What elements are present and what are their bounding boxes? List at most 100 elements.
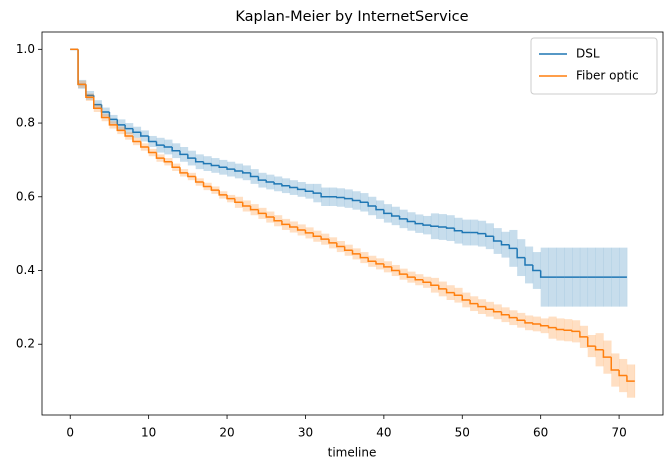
y-tick-label: 0.2 <box>16 337 35 351</box>
survival-step <box>359 200 369 204</box>
survival-step <box>586 336 596 347</box>
survival-step <box>273 182 282 185</box>
survival-step <box>147 135 157 143</box>
survival-step <box>532 264 541 272</box>
survival-step <box>179 150 188 156</box>
survival-step <box>202 161 212 165</box>
survival-step <box>93 97 102 110</box>
survival-step <box>422 279 431 284</box>
survival-step <box>336 196 345 199</box>
survival-step <box>179 167 188 174</box>
legend-box <box>530 37 658 95</box>
survival-step <box>438 226 447 228</box>
survival-step <box>249 205 259 211</box>
survival-step <box>281 220 290 226</box>
survival-step <box>383 209 392 215</box>
x-tick-label: 0 <box>66 426 74 440</box>
survival-step <box>445 288 455 294</box>
survival-step <box>430 282 439 286</box>
survival-step <box>100 108 110 119</box>
survival-step <box>312 191 322 194</box>
axes-frame <box>41 31 664 416</box>
survival-step <box>555 327 565 331</box>
survival-step <box>312 232 322 237</box>
survival-step <box>367 202 377 207</box>
survival-step <box>626 375 635 382</box>
survival-step <box>132 135 141 143</box>
x-axis-label: timeline <box>328 446 377 460</box>
survival-step <box>453 292 463 296</box>
survival-step <box>241 202 251 207</box>
x-tick-label: 40 <box>376 426 391 440</box>
survival-step <box>281 183 290 187</box>
survival-step <box>226 194 235 200</box>
survival-step <box>563 329 573 331</box>
survival-step <box>336 242 345 248</box>
survival-step <box>124 130 133 137</box>
survival-step <box>351 198 361 202</box>
survival-step <box>140 132 149 137</box>
survival-step <box>328 239 337 244</box>
survival-step <box>210 163 220 167</box>
survival-step <box>289 185 298 189</box>
survival-step <box>398 215 408 220</box>
survival-step <box>492 309 502 313</box>
survival-step <box>265 180 275 183</box>
legend-label: DSL <box>576 47 600 61</box>
survival-step <box>257 176 267 181</box>
survival-step <box>77 49 86 86</box>
x-tick-label: 20 <box>219 426 234 440</box>
survival-step <box>108 117 118 126</box>
survival-step <box>320 236 329 240</box>
survival-step <box>414 221 424 225</box>
survival-step <box>77 49 86 86</box>
survival-step <box>140 141 149 148</box>
survival-step <box>539 270 549 278</box>
survival-step <box>257 209 267 215</box>
survival-step <box>539 323 549 327</box>
survival-step <box>594 346 604 351</box>
survival-step <box>508 244 518 250</box>
survival-step <box>202 182 212 188</box>
series-group <box>70 48 628 307</box>
chart-title: Kaplan-Meier by InternetService <box>235 9 468 25</box>
series-group <box>70 48 636 398</box>
survival-step <box>147 147 157 154</box>
survival-step <box>406 218 416 223</box>
survival-step <box>547 325 557 329</box>
survival-step <box>430 225 439 228</box>
survival-step <box>500 241 510 246</box>
survival-step <box>296 227 306 231</box>
x-tick-label: 70 <box>611 426 626 440</box>
survival-step <box>414 277 424 281</box>
survival-step <box>289 224 298 228</box>
survival-step <box>516 317 525 322</box>
survival-step <box>461 230 471 234</box>
x-tick-label: 30 <box>298 426 313 440</box>
legend-label: Fiber optic <box>576 69 639 83</box>
survival-step <box>218 165 228 169</box>
x-tick-label: 60 <box>533 426 548 440</box>
survival-step <box>383 263 392 268</box>
survival-step <box>304 229 314 234</box>
survival-step <box>249 172 259 178</box>
survival-step <box>390 266 400 272</box>
survival-step <box>343 246 353 251</box>
y-tick-label: 0.6 <box>16 189 35 203</box>
y-tick-label: 0.8 <box>16 116 35 130</box>
survival-step <box>477 303 486 308</box>
survival-step <box>469 299 478 305</box>
survival-step <box>194 176 204 183</box>
survival-step <box>375 205 384 211</box>
y-tick-label: 1.0 <box>16 42 35 56</box>
survival-step <box>485 233 494 237</box>
survival-step <box>579 331 588 338</box>
survival-step <box>273 217 282 222</box>
survival-step <box>320 193 329 198</box>
survival-step <box>445 227 455 229</box>
y-tick-label: 0.4 <box>16 263 35 277</box>
survival-step <box>304 189 314 192</box>
legend: DSL Fiber optic <box>530 37 658 95</box>
survival-step <box>187 154 196 159</box>
survival-step <box>343 197 353 200</box>
